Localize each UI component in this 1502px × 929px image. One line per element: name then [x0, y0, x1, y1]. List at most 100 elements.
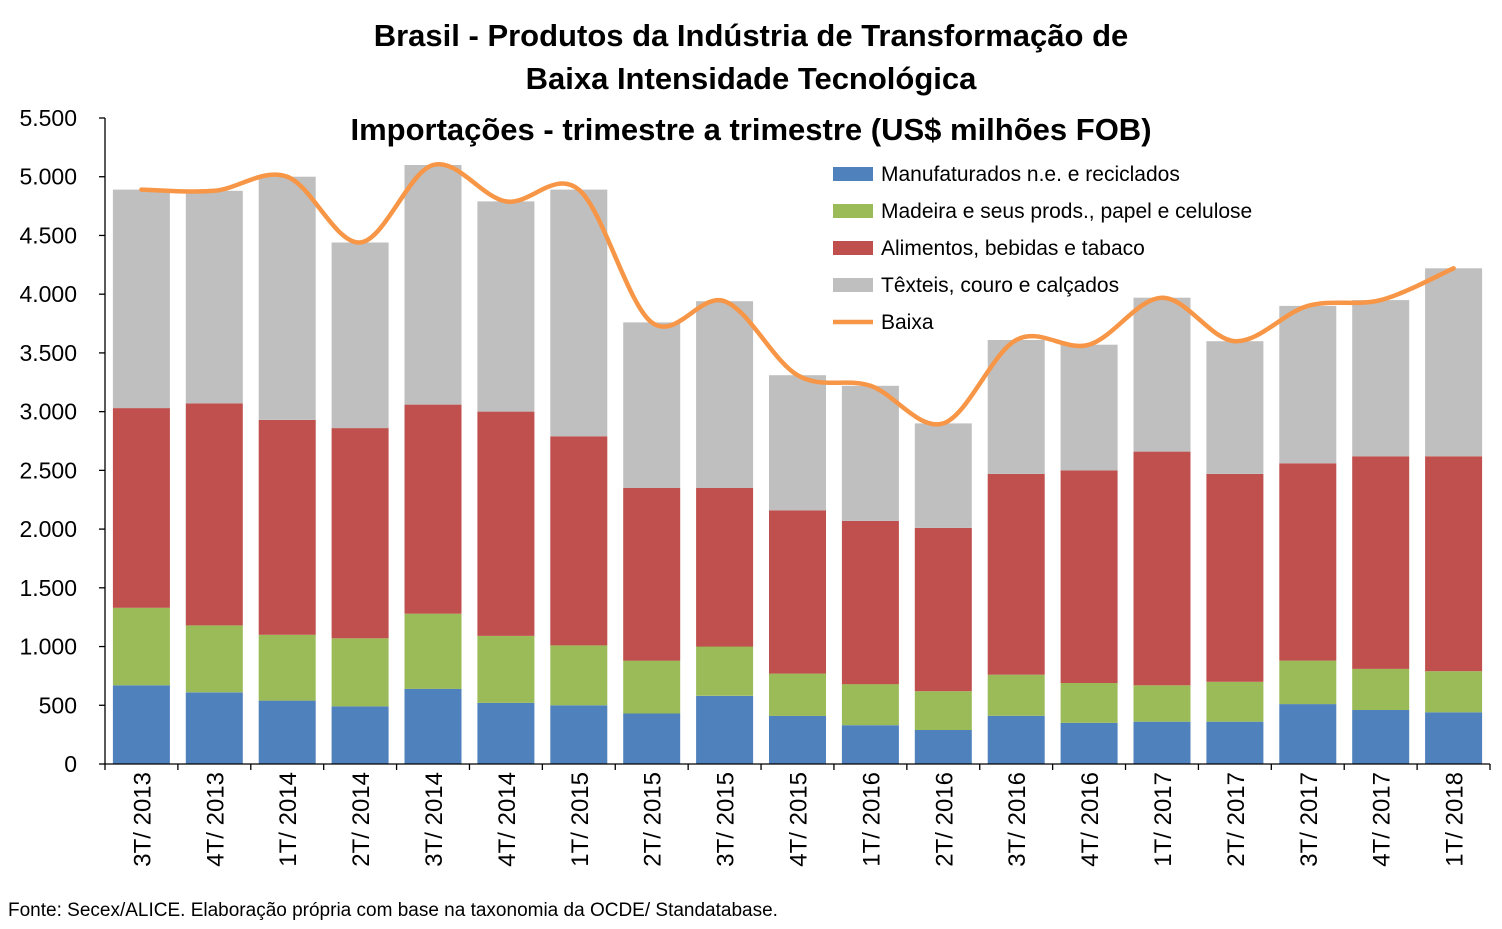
bar-segment-manufaturados-17: [1352, 710, 1410, 764]
x-tick-label-11: 2T/ 2016: [931, 772, 958, 867]
bar-segment-madeira-5: [477, 636, 535, 703]
bar-segment-madeira-9: [769, 673, 826, 716]
x-tick-label-17: 4T/ 2017: [1369, 772, 1396, 867]
bar-segment-manufaturados-13: [1060, 722, 1118, 764]
bar-segment-manufaturados-9: [769, 715, 826, 764]
bar-segment-texteis-17: [1352, 300, 1410, 457]
series-line-baixa: [139, 161, 1456, 427]
bar-segment-manufaturados-5: [477, 702, 535, 764]
legend-label-manufaturados: Manufaturados n.e. e reciclados: [881, 163, 1180, 186]
legend-swatch-manufaturados: [833, 167, 873, 181]
bar-segment-texteis-0: [112, 189, 170, 409]
x-tick-label-0: 3T/ 2013: [129, 772, 156, 867]
bar-segment-madeira-6: [550, 645, 608, 706]
y-tick-label-10: 5.000: [19, 164, 77, 190]
bar-segment-texteis-7: [623, 322, 681, 488]
bar-segment-madeira-12: [987, 674, 1045, 716]
x-tick-label-4: 3T/ 2014: [421, 772, 448, 867]
bar-segment-alimentos-11: [914, 527, 972, 692]
x-tick-label-7: 2T/ 2015: [640, 772, 667, 867]
bar-segment-manufaturados-11: [914, 729, 972, 764]
legend-label-texteis: Têxteis, couro e calçados: [881, 274, 1119, 297]
y-tick-label-11: 5.500: [19, 105, 77, 131]
bar-segment-manufaturados-6: [550, 705, 608, 764]
bar-segment-texteis-4: [404, 165, 462, 405]
chart-title-line-1: Brasil - Produtos da Indústria de Transf…: [373, 18, 1129, 53]
bar-segment-alimentos-1: [185, 403, 243, 626]
line-layer: [139, 161, 1456, 427]
bar-segment-manufaturados-1: [185, 692, 243, 764]
bar-segment-madeira-3: [331, 638, 389, 707]
bar-segment-madeira-13: [1060, 683, 1118, 723]
bar-segment-texteis-5: [477, 201, 535, 412]
bar-segment-manufaturados-3: [331, 706, 389, 764]
x-tick-label-14: 1T/ 2017: [1150, 772, 1177, 867]
y-tick-label-8: 4.000: [19, 281, 77, 307]
bar-segment-alimentos-14: [1133, 451, 1191, 686]
bar-segment-manufaturados-2: [258, 700, 316, 764]
x-tick-label-5: 4T/ 2014: [494, 772, 521, 867]
legend-label-alimentos: Alimentos, bebidas e tabaco: [881, 237, 1145, 260]
x-tick-label-2: 1T/ 2014: [275, 772, 302, 867]
x-tick-label-3: 2T/ 2014: [348, 772, 375, 867]
bar-segment-alimentos-5: [477, 411, 535, 636]
bar-segment-alimentos-7: [623, 488, 681, 661]
legend-swatch-alimentos: [833, 241, 873, 255]
bar-segment-madeira-2: [258, 634, 316, 701]
x-tick-label-12: 3T/ 2016: [1004, 772, 1031, 867]
bar-segment-manufaturados-7: [623, 713, 681, 764]
bar-segment-alimentos-10: [841, 520, 899, 685]
bar-segment-texteis-2: [258, 176, 316, 420]
bar-segment-madeira-4: [404, 613, 462, 689]
x-tick-label-10: 1T/ 2016: [858, 772, 885, 867]
bar-segment-alimentos-16: [1279, 463, 1337, 661]
legend-swatch-texteis: [833, 278, 873, 292]
bar-segment-texteis-12: [987, 340, 1045, 474]
bar-segment-madeira-17: [1352, 668, 1410, 710]
legend: Manufaturados n.e. e reciclados Madeira e…: [833, 163, 1252, 334]
x-tick-label-6: 1T/ 2015: [567, 772, 594, 867]
x-tick-label-16: 3T/ 2017: [1296, 772, 1323, 867]
bar-segment-madeira-18: [1425, 671, 1483, 713]
bar-segment-alimentos-8: [696, 488, 754, 647]
bar-segment-texteis-6: [550, 189, 608, 437]
source-note: Fonte: Secex/ALICE. Elaboração própria c…: [8, 900, 778, 921]
x-tick-label-18: 1T/ 2018: [1442, 772, 1469, 867]
bar-segment-alimentos-2: [258, 419, 316, 635]
x-tick-label-13: 4T/ 2016: [1077, 772, 1104, 867]
bar-segment-alimentos-15: [1206, 473, 1264, 682]
x-tick-label-1: 4T/ 2013: [202, 772, 229, 867]
y-tick-label-0: 0: [64, 751, 77, 777]
bar-segment-madeira-0: [112, 607, 170, 686]
bar-segment-madeira-11: [914, 691, 972, 730]
legend-label-madeira: Madeira e seus prods., papel e celulose: [881, 200, 1252, 223]
chart-title-line-2: Baixa Intensidade Tecnológica: [525, 61, 977, 96]
bar-segment-alimentos-3: [331, 428, 389, 639]
bar-segment-alimentos-17: [1352, 456, 1410, 669]
x-tick-label-15: 2T/ 2017: [1223, 772, 1250, 867]
bar-segment-madeira-10: [841, 684, 899, 726]
bar-segment-manufaturados-8: [696, 695, 754, 764]
bar-segment-alimentos-6: [550, 436, 608, 646]
bar-segment-manufaturados-4: [404, 688, 462, 764]
bar-segment-manufaturados-14: [1133, 721, 1191, 764]
bar-segment-madeira-16: [1279, 660, 1337, 705]
bar-segment-manufaturados-18: [1425, 712, 1483, 764]
bar-segment-alimentos-4: [404, 404, 462, 614]
bar-segment-manufaturados-10: [841, 725, 899, 764]
x-tick-label-9: 4T/ 2015: [786, 772, 813, 867]
bar-segment-texteis-13: [1060, 344, 1118, 471]
y-tick-label-6: 3.000: [19, 399, 77, 425]
bar-segment-texteis-9: [769, 375, 826, 511]
bar-segment-texteis-15: [1206, 341, 1264, 474]
y-tick-label-1: 500: [39, 692, 77, 718]
bar-segment-texteis-18: [1425, 268, 1483, 457]
y-tick-label-9: 4.500: [19, 222, 77, 248]
y-tick-label-7: 3.500: [19, 340, 77, 366]
bar-segment-texteis-11: [914, 423, 972, 528]
legend-label-baixa: Baixa: [881, 311, 934, 334]
bar-segment-madeira-7: [623, 660, 681, 714]
bar-segment-manufaturados-12: [987, 715, 1045, 764]
bar-segment-madeira-14: [1133, 685, 1191, 722]
